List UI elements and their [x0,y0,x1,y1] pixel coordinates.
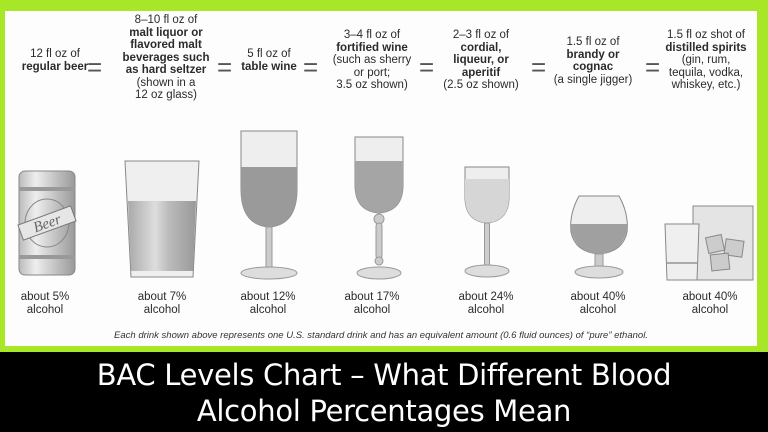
infographic-panel: 12 fl oz of regular beer = 8–10 fl oz of… [5,11,757,346]
equals-sign: = [217,52,233,82]
caption-bar: BAC Levels Chart – What Different Blood … [0,352,768,432]
caption-title-line-2: Alcohol Percentages Mean [196,394,572,428]
drink-desc-table-wine: 5 fl oz of table wine [231,48,307,73]
drink-amount: 2–3 fl oz of [452,29,510,41]
footnote: Each drink shown above represents one U.… [114,330,648,341]
drink-amount: 8–10 fl oz of [134,14,198,26]
drink-desc-fortified-wine: 3–4 fl oz of fortified wine (such as she… [320,29,424,92]
drink-note: (shown in a 12 oz glass) [134,76,197,102]
drink-note: (such as sherry or port; 3.5 oz shown) [332,54,412,91]
drink-desc-brandy: 1.5 fl oz of brandy or cognac (a single … [545,36,641,86]
drink-type: regular beer [21,60,89,73]
drink-desc-cordial: 2–3 fl oz of cordial, liqueur, or aperit… [433,29,529,92]
drink-desc-regular-beer: 12 fl oz of regular beer [5,48,105,73]
drink-amount: 12 fl oz of [30,48,80,60]
equals-sign: = [645,52,661,82]
equals-sign: = [87,52,103,82]
brandy-snifter-icon [570,195,628,279]
abv-label-brandy: about 40% alcohol [570,291,626,316]
abv-label-cordial: about 24% alcohol [458,291,514,316]
beer-can-icon: Beer [17,170,77,276]
pint-glass-icon [124,160,200,278]
abv-label-regular-beer: about 5% alcohol [20,291,70,316]
equals-sign: = [303,52,319,82]
drink-note: (a single jigger) [553,73,633,86]
equals-sign: = [531,52,547,82]
caption-title-line-1: BAC Levels Chart – What Different Blood [96,358,672,392]
drink-amount: 3–4 fl oz of [343,29,401,41]
drink-amount: 1.5 fl oz of [566,36,620,48]
drink-amount: 1.5 fl oz shot of [667,29,745,41]
abv-label-malt-liquor: about 7% alcohol [137,291,187,316]
drink-type: fortified wine [336,41,408,54]
drink-type: malt liquor or flavored malt beverages s… [122,26,210,77]
drink-desc-malt-liquor: 8–10 fl oz of malt liquor or flavored ma… [112,14,220,102]
drink-note: (2.5 oz shown) [443,79,519,91]
abv-label-distilled-spirits: about 40% alcohol [682,291,738,316]
drink-type: distilled spirits [665,41,747,54]
shot-and-rocks-glass-icon [664,205,754,281]
abv-label-table-wine: about 12% alcohol [240,291,296,316]
sherry-glass-icon [354,136,404,280]
drink-type: brandy or cognac [566,48,620,74]
wine-glass-icon [240,130,298,280]
drink-desc-distilled-spirits: 1.5 fl oz shot of distilled spirits (gin… [655,29,757,92]
cordial-glass-icon [464,166,510,278]
drink-amount: 5 fl oz of [247,48,291,60]
equals-sign: = [419,52,435,82]
abv-label-fortified-wine: about 17% alcohol [344,291,400,316]
drink-type: table wine [241,60,297,73]
drink-type: cordial, liqueur, or aperitif [453,41,509,79]
drink-note: (gin, rum, tequila, vodka, whiskey, etc.… [668,54,744,91]
